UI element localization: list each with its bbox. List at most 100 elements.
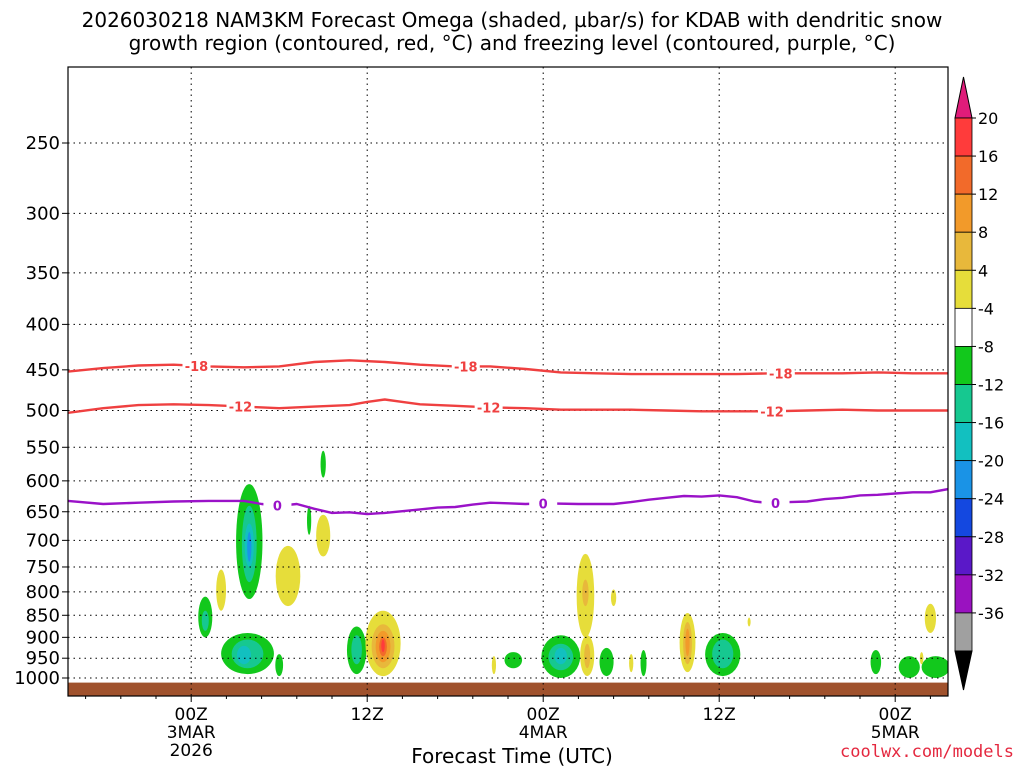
omega-blob bbox=[504, 652, 523, 669]
omega-blob bbox=[554, 647, 567, 665]
omega-blob bbox=[924, 603, 937, 634]
contour-label-bg bbox=[226, 398, 255, 415]
y-tick-label: 950 bbox=[26, 648, 60, 669]
colorbar-swatch bbox=[954, 384, 973, 423]
omega-blob bbox=[582, 579, 589, 607]
colorbar-label: -16 bbox=[978, 414, 1004, 433]
omega-blob bbox=[747, 617, 751, 627]
omega-blob bbox=[381, 639, 385, 653]
contour-label-bg bbox=[474, 399, 503, 416]
omega-blob bbox=[599, 647, 614, 677]
colorbar-label: -8 bbox=[978, 337, 994, 356]
terrain-layer bbox=[68, 682, 948, 696]
omega-blob bbox=[898, 656, 920, 678]
y-tick-label: 300 bbox=[26, 203, 60, 224]
y-tick-label: 900 bbox=[26, 627, 60, 648]
colorbar-label: 8 bbox=[978, 223, 988, 242]
omega-blob bbox=[316, 514, 331, 557]
colorbar-swatch bbox=[954, 498, 973, 538]
x-tick-label: 12Z bbox=[703, 705, 736, 725]
omega-blob bbox=[610, 589, 617, 607]
y-tick-label: 450 bbox=[26, 360, 60, 381]
omega-blob bbox=[685, 628, 690, 657]
x-tick-label: 5MAR bbox=[871, 723, 920, 743]
colorbar-top-arrow bbox=[954, 76, 973, 119]
y-tick-label: 500 bbox=[26, 401, 60, 422]
colorbar-swatch bbox=[954, 346, 973, 385]
colorbar-label: 16 bbox=[978, 147, 998, 166]
x-tick-label: 00Z bbox=[527, 705, 560, 725]
colorbar-swatch bbox=[954, 422, 973, 462]
contour-line bbox=[68, 487, 948, 516]
credit-link[interactable]: coolwx.com/models bbox=[840, 742, 1014, 762]
x-tick-label: 3MAR bbox=[167, 723, 216, 743]
colorbar-label: -28 bbox=[978, 528, 1004, 547]
colorbar-label: -32 bbox=[978, 566, 1004, 585]
omega-blob bbox=[870, 649, 882, 675]
colorbar-label: -20 bbox=[978, 452, 1004, 471]
y-tick-label: 400 bbox=[26, 314, 60, 335]
contour-label: -18 bbox=[769, 367, 793, 382]
contour-label: 0 bbox=[539, 497, 548, 512]
contour-label-bg bbox=[182, 357, 211, 374]
contour-line bbox=[68, 398, 948, 414]
colorbar-swatch bbox=[954, 117, 973, 157]
y-tick-label: 250 bbox=[26, 133, 60, 154]
colorbar: 20 16 12 8 4 -4 -8 -12 -16 -20 -24 -28 -32 -36 bbox=[954, 76, 1004, 691]
omega-blob bbox=[351, 635, 362, 665]
y-tick-label: 350 bbox=[26, 263, 60, 284]
colorbar-swatch bbox=[954, 574, 973, 614]
contour-label: -12 bbox=[760, 405, 784, 420]
contour-label: -12 bbox=[477, 401, 501, 416]
chart-title-line-2: growth region (contoured, red, °C) and f… bbox=[128, 31, 896, 55]
y-tick-label: 850 bbox=[26, 605, 60, 626]
contour-label-bg bbox=[758, 403, 786, 420]
grid-layer bbox=[68, 67, 948, 696]
contour-label: -18 bbox=[185, 360, 209, 375]
omega-blob bbox=[712, 639, 734, 669]
colorbar-label: -24 bbox=[978, 490, 1004, 509]
colorbar-swatch bbox=[954, 536, 973, 576]
contour-label-bg bbox=[263, 497, 292, 514]
colorbar-swatch bbox=[954, 612, 973, 652]
x-tick-label: 12Z bbox=[351, 705, 384, 725]
omega-blob bbox=[491, 656, 497, 675]
y-axis-ticks: 2503003504004505005506006507007508008509… bbox=[14, 133, 68, 689]
colorbar-swatch bbox=[954, 231, 973, 271]
omega-blob bbox=[247, 531, 252, 562]
omega-blob bbox=[275, 654, 284, 677]
x-tick-label: 00Z bbox=[175, 705, 208, 725]
x-tick-label: 4MAR bbox=[519, 723, 568, 743]
contour-label: -12 bbox=[229, 400, 253, 415]
y-tick-label: 750 bbox=[26, 557, 60, 578]
chart-title-line-1: 2026030218 NAM3KM Forecast Omega (shaded… bbox=[81, 8, 943, 32]
contour-label-bg bbox=[451, 358, 480, 375]
omega-blob bbox=[584, 643, 591, 669]
omega-blob bbox=[236, 645, 252, 665]
colorbar-label: -12 bbox=[978, 376, 1004, 395]
omega-blob bbox=[629, 654, 634, 673]
colorbar-swatch bbox=[954, 269, 973, 309]
colorbar-label: -36 bbox=[978, 604, 1004, 623]
omega-blob bbox=[640, 649, 647, 677]
contour-label-bg bbox=[766, 365, 795, 382]
contour-label-bg bbox=[761, 495, 790, 512]
x-tick-label: 00Z bbox=[879, 705, 912, 725]
x-axis-label: Forecast Time (UTC) bbox=[411, 744, 613, 768]
omega-blob bbox=[320, 450, 326, 478]
omega-blob bbox=[307, 505, 312, 535]
omega-blob bbox=[275, 545, 301, 607]
y-tick-label: 600 bbox=[26, 471, 60, 492]
contour-label: -18 bbox=[454, 360, 478, 375]
colorbar-swatch bbox=[954, 460, 973, 500]
colorbar-label: 12 bbox=[978, 185, 998, 204]
colorbar-label: 4 bbox=[978, 261, 988, 280]
contour-label: 0 bbox=[273, 500, 282, 515]
omega-blob bbox=[921, 656, 948, 678]
y-tick-label: 1000 bbox=[14, 668, 60, 689]
y-tick-label: 800 bbox=[26, 582, 60, 603]
colorbar-label: -4 bbox=[978, 299, 994, 318]
omega-blob bbox=[201, 610, 209, 631]
